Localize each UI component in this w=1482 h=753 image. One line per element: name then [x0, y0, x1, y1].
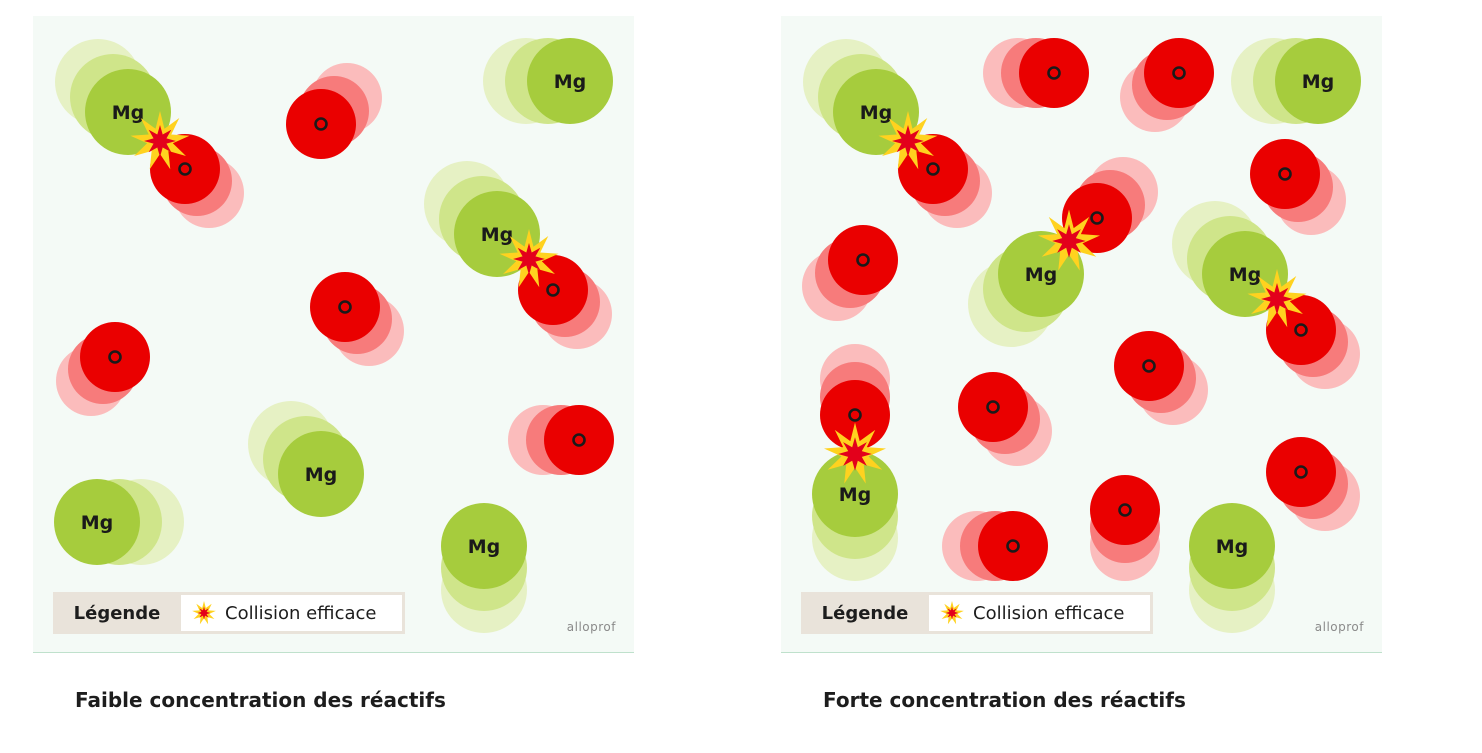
particle-diagram: Mg Mg Mg Mg Mg Mg [54, 38, 614, 633]
collision-burst-icon [940, 601, 964, 625]
o-label [338, 300, 352, 314]
oxygen-atom [508, 405, 614, 475]
mg-label: Mg [860, 102, 893, 124]
o-label [1142, 359, 1156, 373]
particle-box: Mg Mg Mg Mg Mg Mg Légende Collision efficace … [781, 16, 1382, 653]
oxygen-atom [1090, 475, 1160, 581]
collision-burst-icon [499, 229, 559, 288]
oxygen-atom [1114, 331, 1208, 425]
magnesium-atom: Mg [812, 451, 898, 581]
alloprof-watermark: alloprof [1314, 620, 1364, 634]
panel-caption: Forte concentration des réactifs [823, 688, 1186, 712]
oxygen-atom [983, 38, 1089, 108]
oxygen-atom [1266, 295, 1360, 389]
oxygen-atom [56, 322, 150, 416]
o-label [1047, 66, 1061, 80]
oxygen-atom [150, 134, 244, 228]
mg-label: Mg [81, 512, 114, 534]
legend: Légende Collision efficace [53, 592, 405, 634]
o-label [546, 283, 560, 297]
particle-box: Mg Mg Mg Mg Mg Mg Légende Collision efficace … [33, 16, 634, 653]
mg-label: Mg [1302, 71, 1335, 93]
mg-label: Mg [554, 71, 587, 93]
o-label [1294, 323, 1308, 337]
magnesium-atom: Mg [1189, 503, 1275, 633]
collision-burst-icon [192, 601, 216, 625]
magnesium-atom: Mg [248, 401, 364, 517]
magnesium-atom: Mg [441, 503, 527, 633]
particle-diagram: Mg Mg Mg Mg Mg Mg [802, 38, 1361, 633]
legend-title: Légende [73, 602, 161, 624]
collision-burst-icon [1037, 209, 1101, 271]
magnesium-atom: Mg [1172, 201, 1288, 317]
collision-burst-icon [823, 422, 887, 484]
o-label [572, 433, 586, 447]
oxygen-atom [286, 63, 382, 159]
panel-high-concentration: Mg Mg Mg Mg Mg Mg Légende Collision efficace … [748, 0, 1388, 753]
collision-burst-icon [130, 111, 190, 170]
oxygen-atom [310, 272, 404, 366]
o-label [314, 117, 328, 131]
oxygen-atom [1120, 38, 1214, 132]
oxygen-atom [958, 372, 1052, 466]
magnesium-atom: Mg [1231, 38, 1361, 124]
oxygen-atom [1266, 437, 1360, 531]
o-label [856, 253, 870, 267]
o-label [1172, 66, 1186, 80]
panel-low-concentration: Mg Mg Mg Mg Mg Mg Légende Collision efficace … [0, 0, 640, 753]
magnesium-atom: Mg [424, 161, 540, 277]
mg-label: Mg [1229, 264, 1262, 286]
oxygen-atom [1062, 157, 1158, 253]
o-label [1118, 503, 1132, 517]
legend-item-label: Collision efficace [225, 602, 377, 624]
magnesium-atom: Mg [54, 479, 184, 565]
panel-caption: Faible concentration des réactifs [75, 688, 446, 712]
mg-label: Mg [1025, 264, 1058, 286]
o-label [1278, 167, 1292, 181]
o-label [1294, 465, 1308, 479]
o-label [926, 162, 940, 176]
o-label [986, 400, 1000, 414]
mg-label: Mg [112, 102, 145, 124]
oxygen-atom [802, 225, 898, 321]
mg-label: Mg [839, 484, 872, 506]
mg-label: Mg [481, 224, 514, 246]
magnesium-atom: Mg [55, 39, 171, 155]
magnesium-atom: Mg [483, 38, 613, 124]
collision-burst-icon [1247, 269, 1307, 328]
collision-burst-icon [878, 111, 938, 170]
legend-item-label: Collision efficace [973, 602, 1125, 624]
o-label [848, 408, 862, 422]
mg-label: Mg [305, 464, 338, 486]
legend-item-collision: Collision efficace [929, 595, 1150, 631]
legend-title: Légende [821, 602, 909, 624]
o-label [1006, 539, 1020, 553]
legend-item-collision: Collision efficace [181, 595, 402, 631]
legend: Légende Collision efficace [801, 592, 1153, 634]
alloprof-watermark: alloprof [566, 620, 616, 634]
oxygen-atom [1250, 139, 1346, 235]
magnesium-atom: Mg [803, 39, 919, 155]
oxygen-atom [942, 511, 1048, 581]
o-label [108, 350, 122, 364]
o-label [1090, 211, 1104, 225]
mg-label: Mg [1216, 536, 1249, 558]
o-label [178, 162, 192, 176]
mg-label: Mg [468, 536, 501, 558]
oxygen-atom [898, 134, 992, 228]
